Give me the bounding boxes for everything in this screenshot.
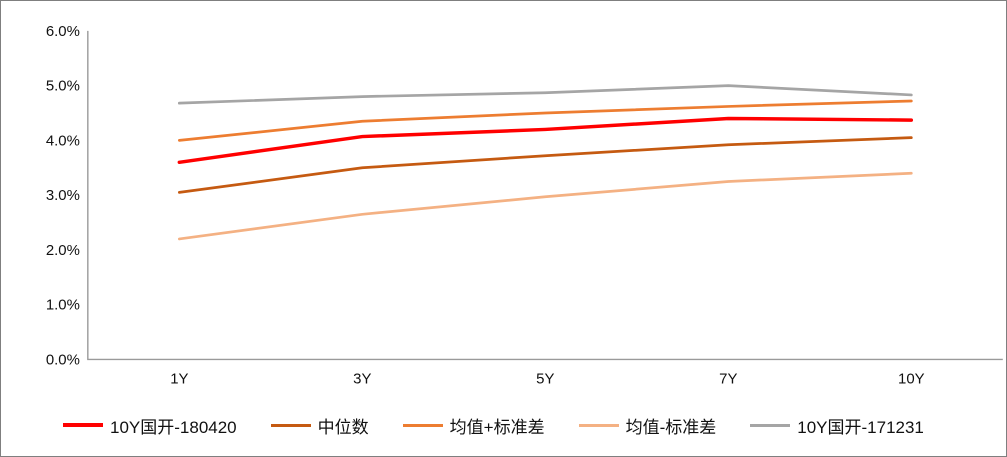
x-tick-labels-group: 1Y 3Y 5Y 7Y 10Y bbox=[170, 370, 924, 387]
y-tick-label: 0.0% bbox=[46, 351, 80, 368]
y-tick-label: 5.0% bbox=[46, 78, 80, 95]
axes-group bbox=[87, 30, 1003, 361]
legend-label: 10Y国开-171231 bbox=[797, 417, 924, 437]
legend-item-4: 10Y国开-171231 bbox=[750, 413, 924, 438]
legend-line-swatch bbox=[402, 423, 443, 427]
legend-line-swatch bbox=[63, 423, 103, 427]
x-tick-label: 5Y bbox=[536, 370, 554, 387]
y-tick-label: 4.0% bbox=[46, 132, 80, 149]
legend-label: 均值+标准差 bbox=[449, 417, 545, 437]
legend-label: 中位数 bbox=[317, 417, 369, 437]
legend-label: 10Y国开-180420 bbox=[110, 417, 237, 437]
legend-item-2: 均值+标准差 bbox=[402, 413, 545, 438]
y-tick-label: 2.0% bbox=[46, 242, 80, 259]
legend-line-swatch bbox=[750, 423, 791, 427]
x-tick-label: 10Y bbox=[898, 370, 925, 387]
y-tick-label: 1.0% bbox=[46, 297, 80, 314]
legend-line-swatch bbox=[270, 423, 311, 427]
y-tick-labels-group: 0.0% 1.0% 2.0% 3.0% 4.0% 5.0% 6.0% bbox=[46, 23, 80, 369]
x-tick-label: 3Y bbox=[353, 370, 371, 387]
series-line-3 bbox=[177, 171, 913, 241]
chart-legend: 10Y国开-180420 中位数 均值+标准差 均值-标准差 10Y国开-171231 bbox=[63, 411, 976, 439]
x-tick-label: 7Y bbox=[719, 370, 737, 387]
series-line-1 bbox=[177, 136, 913, 194]
y-tick-label: 3.0% bbox=[46, 187, 80, 204]
series-lines-group bbox=[177, 84, 914, 241]
series-line-0 bbox=[177, 116, 914, 165]
legend-item-3: 均值-标准差 bbox=[578, 413, 717, 438]
series-line-2 bbox=[177, 99, 913, 142]
legend-line-swatch bbox=[578, 423, 619, 427]
legend-item-0: 10Y国开-180420 bbox=[63, 413, 237, 438]
axis-lines bbox=[87, 30, 1003, 361]
series-line-4 bbox=[177, 84, 913, 105]
y-tick-label: 6.0% bbox=[46, 23, 80, 40]
x-tick-label: 1Y bbox=[170, 370, 188, 387]
legend-item-1: 中位数 bbox=[270, 413, 369, 438]
legend-label: 均值-标准差 bbox=[625, 417, 717, 437]
